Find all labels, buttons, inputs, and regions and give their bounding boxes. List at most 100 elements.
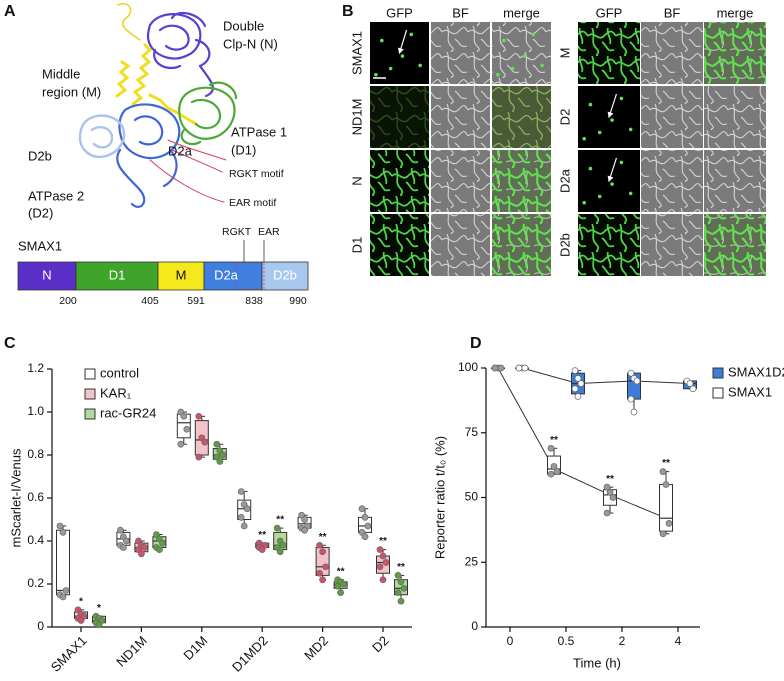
data-point — [553, 468, 561, 475]
data-point — [243, 505, 251, 513]
nucleus — [409, 32, 414, 37]
x-tick-label: D1MD2 — [229, 633, 271, 675]
motif-region — [235, 262, 265, 290]
micrograph — [578, 214, 640, 276]
column-header: BF — [452, 5, 469, 20]
data-point — [379, 552, 387, 560]
box — [56, 529, 70, 596]
data-point — [195, 412, 203, 420]
data-point — [376, 563, 384, 571]
row-label: N — [349, 176, 364, 185]
data-point — [397, 597, 405, 605]
structure-label: D2a — [168, 143, 193, 158]
nucleus — [588, 102, 593, 107]
data-point — [59, 529, 67, 536]
nucleus — [582, 136, 586, 141]
significance: ** — [606, 474, 614, 485]
protein-structure — [178, 86, 236, 140]
significance: * — [79, 596, 83, 607]
legend-swatch — [84, 408, 96, 420]
micrograph — [492, 86, 551, 148]
data-point — [195, 453, 203, 461]
y-tick-label: 75 — [465, 425, 479, 439]
protein-structure — [115, 43, 198, 126]
data-point — [334, 582, 341, 590]
panel-label: D — [470, 335, 482, 352]
x-axis-label: Time (h) — [573, 655, 621, 670]
row-label: D1 — [349, 237, 364, 254]
motif-label: RGKT — [222, 226, 252, 238]
nucleus — [619, 96, 624, 101]
data-point — [322, 563, 329, 571]
data-point — [316, 541, 323, 549]
data-point — [364, 522, 372, 530]
micrograph — [704, 86, 766, 148]
protein-structure — [90, 126, 114, 149]
column-header: GFP — [386, 5, 413, 20]
row-label: ND1M — [349, 99, 364, 136]
data-point — [77, 617, 85, 624]
structure-label: Clp-N (N) — [223, 36, 278, 51]
data-point — [521, 364, 529, 372]
protein-structure — [167, 139, 227, 161]
significance: ** — [662, 458, 670, 469]
arrow — [607, 157, 618, 183]
data-point — [361, 513, 369, 521]
nucleus — [531, 32, 536, 37]
data-point — [213, 440, 221, 448]
protein-structure — [78, 3, 238, 208]
structure-label: region (M) — [42, 84, 101, 99]
protein-structure — [118, 103, 181, 160]
data-point — [382, 559, 390, 566]
micrograph — [704, 214, 766, 276]
legend-swatch — [712, 387, 724, 399]
domain-label: D2a — [214, 267, 239, 282]
protein-structure — [78, 114, 126, 159]
protein-structure — [153, 11, 211, 70]
nucleus — [628, 191, 633, 196]
micrograph — [704, 22, 766, 84]
row-label: SMAX1 — [349, 31, 364, 75]
data-point — [117, 526, 124, 534]
data-point — [62, 587, 70, 594]
protein-structure — [180, 81, 238, 146]
data-point — [603, 509, 611, 517]
data-point — [606, 488, 614, 496]
median-line — [521, 367, 691, 385]
median-line — [497, 367, 667, 519]
data-point — [571, 367, 579, 374]
motif-label: RGKT motif — [229, 168, 284, 180]
data-point — [358, 505, 366, 513]
significance: ** — [276, 515, 284, 526]
nucleus — [619, 160, 624, 165]
data-point — [627, 395, 635, 403]
domain — [261, 261, 309, 291]
micrograph — [641, 22, 703, 84]
x-tick-label: 0.5 — [558, 634, 575, 648]
data-point — [497, 364, 505, 372]
domain-label: D1 — [109, 267, 126, 282]
protein-structure — [78, 114, 126, 159]
protein-structure — [146, 13, 202, 60]
domain — [157, 261, 205, 291]
panel-label: B — [342, 3, 354, 20]
panel-label: A — [4, 3, 16, 20]
x-tick-label: D1M — [180, 633, 210, 663]
protein-structure — [116, 103, 181, 208]
micrograph — [370, 150, 429, 212]
data-point — [394, 589, 402, 596]
significance: ** — [397, 562, 405, 573]
column-header: merge — [503, 5, 540, 20]
protein-structure — [115, 60, 131, 98]
data-point — [156, 546, 163, 553]
structure-label: (D2) — [28, 205, 53, 220]
x-tick-label: SMAX1 — [48, 633, 90, 675]
y-tick-label: 0.8 — [27, 447, 44, 461]
micrograph — [704, 150, 766, 212]
structure-label: Double — [223, 18, 264, 33]
data-point — [633, 377, 641, 385]
data-point — [201, 438, 209, 446]
data-point — [515, 364, 523, 372]
row-label: D2a — [557, 168, 572, 193]
